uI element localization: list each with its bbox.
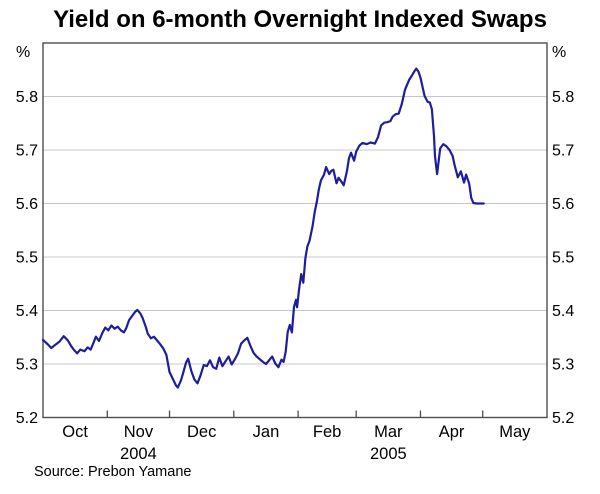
x-tick-label: Jan [253, 423, 280, 441]
x-axis-year-label: 2005 [370, 445, 407, 463]
x-tick-label: Dec [187, 423, 216, 441]
source-note: Source: Prebon Yamane [34, 464, 192, 480]
y-tick-label-right: 5.4 [552, 303, 574, 320]
y-tick-label-right: 5.6 [552, 196, 574, 213]
y-tick-label-left: 5.6 [16, 196, 38, 213]
x-tick-label: Apr [439, 423, 465, 441]
y-axis-unit-right: % [552, 44, 567, 61]
x-tick-label: Feb [313, 423, 341, 441]
y-axis-unit-left: % [16, 44, 31, 61]
y-tick-label-right: 5.7 [552, 143, 574, 160]
y-tick-label-left: 5.5 [16, 250, 38, 267]
y-tick-label-left: 5.4 [16, 303, 38, 320]
y-tick-label-right: 5.8 [552, 89, 574, 106]
y-tick-label-right: 5.2 [552, 410, 574, 427]
y-tick-label-right: 5.5 [552, 250, 574, 267]
y-tick-label-right: 5.3 [552, 357, 574, 374]
chart-title: Yield on 6-month Overnight Indexed Swaps [53, 6, 547, 33]
plot-frame [42, 42, 548, 419]
y-tick-label-left: 5.7 [16, 143, 38, 160]
y-tick-label-left: 5.8 [16, 89, 38, 106]
x-tick-label: Oct [62, 423, 88, 441]
data-line [41, 67, 485, 389]
x-tick-label: May [499, 423, 531, 441]
y-tick-label-left: 5.3 [16, 357, 38, 374]
x-axis-year-label: 2004 [120, 445, 157, 463]
y-tick-label-left: 5.2 [16, 410, 38, 427]
x-tick-label: Mar [374, 423, 403, 441]
x-tick-label: Nov [124, 423, 154, 441]
